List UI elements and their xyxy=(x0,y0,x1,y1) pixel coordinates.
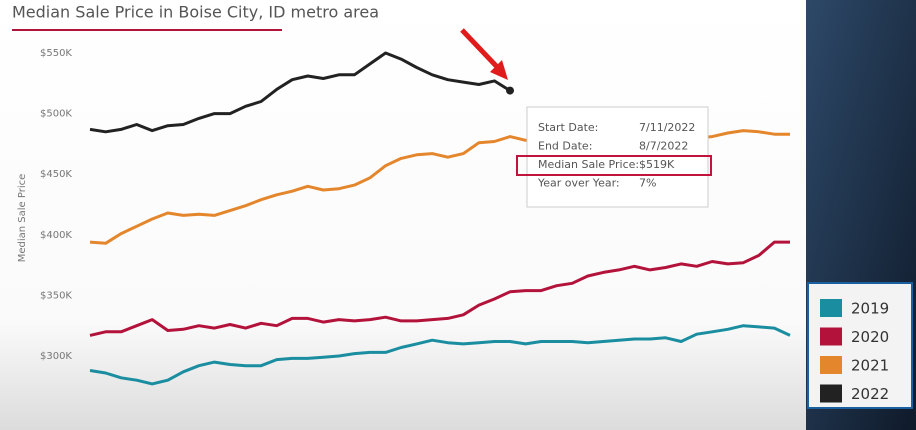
legend-label: 2019 xyxy=(851,300,889,318)
tooltip-value: $519K xyxy=(639,158,675,171)
tooltip: Start Date: 7/11/2022 End Date: 8/7/2022Med… xyxy=(516,106,712,208)
legend-swatch xyxy=(820,356,842,374)
y-axis-label: Median Sale Price xyxy=(17,174,28,263)
y-tick-label: $500K xyxy=(40,109,72,120)
tooltip-value: 8/7/2022 xyxy=(639,140,688,153)
legend: 2019 2020 2021 2022 xyxy=(807,282,913,409)
highlight-box xyxy=(516,155,712,176)
y-tick-label: $300K xyxy=(40,351,72,362)
legend-swatch xyxy=(820,327,842,346)
tooltip-value: 7% xyxy=(639,177,656,190)
tooltip-label: End Date: xyxy=(538,140,592,153)
end-point xyxy=(506,86,514,95)
arrow xyxy=(460,28,502,72)
legend-swatch xyxy=(820,299,842,317)
line-series xyxy=(89,324,791,386)
y-tick-label: $350K xyxy=(40,290,72,301)
line-series xyxy=(89,51,511,134)
tooltip-value: 7/11/2022 xyxy=(639,121,695,134)
y-tick-label: $400K xyxy=(40,230,72,241)
chart-title: Median Sale Price in Boise City, ID metr… xyxy=(12,3,379,22)
legend-label: 2020 xyxy=(851,328,889,346)
legend-swatch xyxy=(820,384,842,403)
panel xyxy=(0,0,806,430)
tooltip-label: Median Sale Price: xyxy=(538,158,639,171)
y-tick-label: $450K xyxy=(40,169,72,180)
y-tick-label: $550K xyxy=(40,48,72,59)
legend-label: 2021 xyxy=(851,357,889,375)
legend-label: 2022 xyxy=(851,385,889,403)
arrow-head xyxy=(490,60,508,80)
tooltip-label: Year over Year: xyxy=(537,177,620,190)
line-series xyxy=(89,240,790,337)
tooltip-label: Start Date: xyxy=(538,121,598,134)
